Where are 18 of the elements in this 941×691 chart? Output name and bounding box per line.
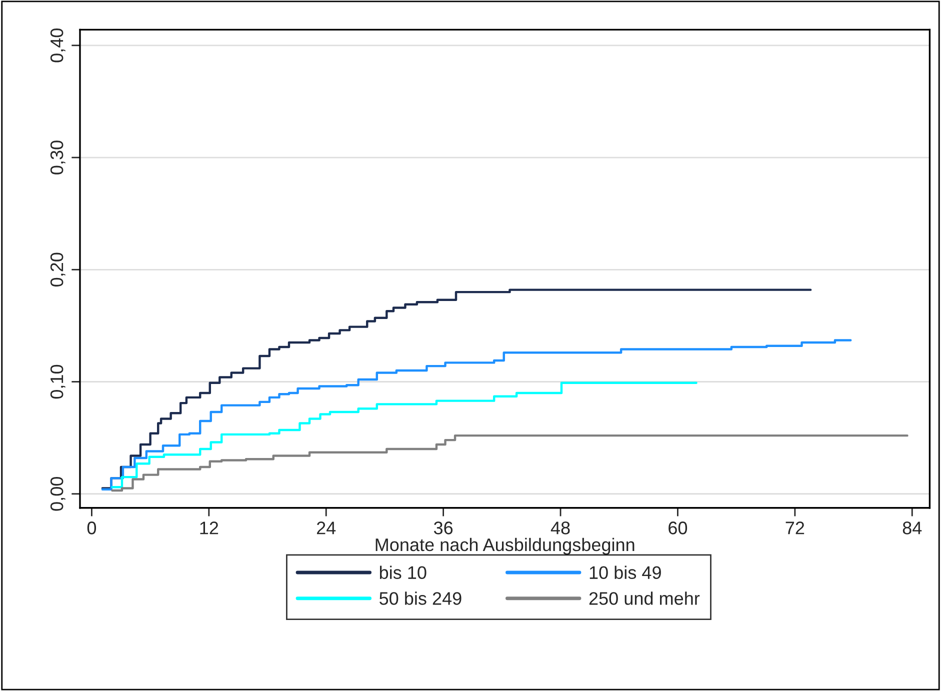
- x-tick-label: 36: [434, 522, 453, 534]
- x-tick-label: 48: [550, 522, 570, 534]
- x-tick-label: 0: [87, 522, 96, 534]
- x-axis-title: Monate nach Ausbildungsbeginn: [376, 538, 634, 555]
- y-tick-label: 0,20: [50, 252, 66, 287]
- y-tick-label: 0,10: [50, 364, 66, 399]
- y-tick-label: 0,40: [50, 28, 66, 62]
- x-tick-label: 60: [668, 522, 688, 534]
- legend-label: 250 und mehr: [589, 592, 700, 605]
- x-tick-label: 12: [200, 522, 218, 534]
- x-tick-label: 84: [902, 522, 922, 534]
- y-tick-label: 0,30: [50, 140, 66, 174]
- legend-label: 50 bis 249: [380, 592, 462, 605]
- x-tick-label: 72: [786, 522, 804, 534]
- x-tick-label: 24: [316, 522, 336, 534]
- legend-label: bis 10: [380, 566, 426, 580]
- y-tick-label: 0,00: [50, 477, 66, 511]
- legend-label: 10 bis 49: [590, 566, 661, 580]
